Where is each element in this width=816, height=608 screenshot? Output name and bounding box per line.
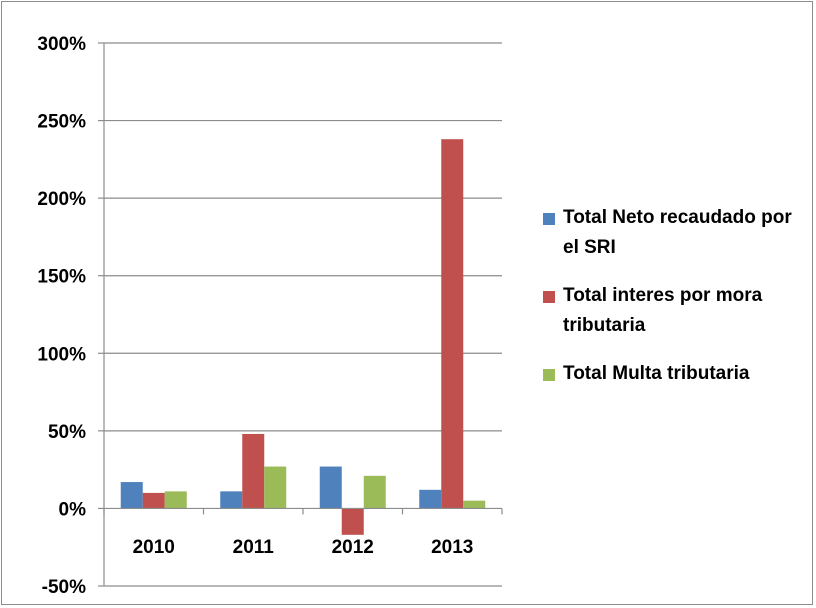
bar-2011-series-3 — [264, 466, 287, 509]
y-tick-label: 100% — [37, 344, 86, 365]
bar-2012-series-2 — [341, 508, 364, 535]
y-tick-label: 200% — [37, 189, 86, 210]
legend-label-multa: Total Multa tributaria — [563, 363, 750, 384]
axes — [98, 42, 503, 587]
x-tick-labels: 2010 2011 2012 2013 — [133, 537, 474, 558]
bar-2012-series-1 — [319, 466, 342, 509]
bar-2013-series-2 — [441, 139, 464, 509]
y-tick-labels: 300% 250% 200% 150% 100% 50% 0% -50% — [37, 34, 86, 598]
legend-item-multa: Total Multa tributaria — [543, 359, 808, 389]
y-tick-label: 250% — [37, 112, 86, 133]
legend-swatch-multa — [543, 369, 555, 381]
bars — [120, 139, 486, 535]
legend-item-total-neto: Total Neto recaudado por el SRI — [543, 203, 808, 263]
x-tick-label: 2011 — [233, 537, 275, 558]
bar-2010-series-1 — [120, 482, 143, 509]
bar-2010-series-2 — [142, 492, 165, 509]
y-tick-label: 150% — [37, 267, 86, 288]
x-tick-label: 2013 — [431, 537, 473, 558]
x-tick-label: 2010 — [133, 537, 175, 558]
bar-2012-series-3 — [363, 475, 386, 509]
legend-item-interes-mora: Total interes por mora tributaria — [543, 281, 808, 341]
y-tick-label: 300% — [37, 34, 86, 55]
bar-2010-series-3 — [164, 491, 187, 509]
y-tick-label: -50% — [42, 577, 86, 598]
legend-label-interes-mora: Total interes por mora tributaria — [563, 285, 763, 336]
legend: Total Neto recaudado por el SRI Total in… — [543, 203, 808, 407]
legend-swatch-interes-mora — [543, 291, 555, 303]
x-tick-label: 2012 — [332, 537, 374, 558]
gridlines — [104, 42, 502, 587]
bar-2011-series-2 — [242, 433, 265, 509]
legend-label-total-neto: Total Neto recaudado por el SRI — [563, 207, 792, 258]
legend-swatch-total-neto — [543, 213, 555, 225]
bar-2013-series-1 — [419, 489, 442, 509]
bar-2013-series-3 — [463, 500, 486, 509]
bar-2011-series-1 — [220, 491, 243, 509]
y-tick-label: 50% — [48, 422, 86, 443]
y-tick-label: 0% — [59, 499, 87, 520]
